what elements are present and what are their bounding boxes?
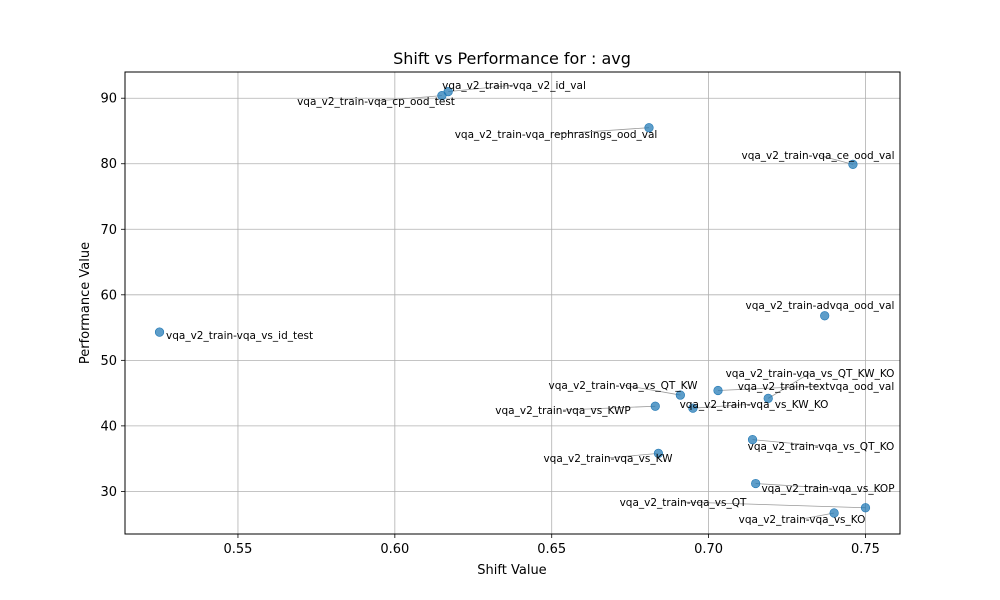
point-label: vqa_v2_train-vqa_vs_QT_KO (748, 441, 895, 453)
scatter-point (650, 401, 660, 411)
y-axis-label: Performance Value (78, 242, 93, 364)
scatter-points (154, 87, 871, 518)
point-label: vqa_v2_train-textvqa_ood_val (738, 381, 895, 393)
point-labels: vqa_v2_train-vqa_v2_id_val vqa_v2_train-v… (166, 80, 895, 526)
scatter-point (154, 327, 165, 337)
x-tick-label: 0.70 (694, 542, 723, 557)
scatter-point (675, 390, 685, 400)
x-axis-label: Shift Value (477, 563, 546, 578)
x-tick-label: 0.60 (380, 542, 409, 557)
point-label: vqa_v2_train-vqa_v2_id_val (442, 80, 586, 92)
point-label: vqa_v2_train-vqa_vs_id_test (166, 330, 313, 342)
grid-lines (125, 72, 900, 534)
y-tick-label: 90 (100, 92, 117, 107)
point-label: vqa_v2_train-vqa_vs_QT_KW_KO (726, 368, 895, 380)
scatter-point (848, 159, 858, 169)
leader-line (562, 405, 656, 411)
leader-line (752, 439, 822, 447)
leader-line (607, 452, 659, 459)
point-label: vqa_v2_train-vqa_vs_QT_KW (549, 380, 699, 392)
scatter-point (860, 503, 871, 513)
leader-line (817, 154, 854, 165)
y-tick-label: 70 (100, 223, 117, 238)
point-label: vqa_v2_train-vqa_vs_QT (620, 497, 747, 509)
leader-line (375, 95, 442, 102)
leader-line (682, 501, 866, 509)
point-label: vqa_v2_train-vqa_vs_KWP (495, 405, 630, 417)
point-label: vqa_v2_train-vqa_vs_KO (739, 514, 866, 526)
leader-line (717, 385, 817, 391)
leader-line (768, 372, 811, 399)
scatter-point (437, 90, 447, 101)
point-label: vqa_v2_train-vqa_ce_ood_val (741, 150, 894, 162)
x-tick-label: 0.75 (851, 542, 880, 557)
plot-frame (124, 71, 901, 535)
point-label: vqa_v2_train-vqa_rephrasings_ood_val (455, 129, 658, 141)
y-tick-label: 30 (100, 485, 117, 500)
point-label: vqa_v2_train-vqa_cp_ood_test (297, 96, 455, 108)
chart-title: Shift vs Performance for : avg (393, 49, 631, 68)
leader-line (692, 403, 755, 409)
leader-line (448, 84, 515, 93)
y-tick-label: 40 (100, 419, 117, 434)
leader-line (622, 384, 681, 396)
point-label: vqa_v2_train-vqa_vs_KW_KO (680, 399, 829, 411)
leader-lines (375, 84, 866, 520)
point-label: vqa_v2_train-advqa_ood_val (746, 300, 895, 312)
scatter-point (653, 448, 664, 458)
scatter-point (644, 123, 654, 133)
leader-line (555, 127, 650, 135)
point-label: vqa_v2_train-vqa_vs_KOP (761, 483, 894, 495)
scatter-point (820, 311, 830, 321)
leader-line (801, 512, 835, 520)
y-tick-label: 60 (100, 288, 117, 303)
scatter-point (688, 403, 698, 413)
axis-ticks: 0.55 0.60 0.65 0.70 0.75 30 40 50 60 70 80 90 (100, 92, 880, 557)
x-tick-label: 0.65 (537, 542, 566, 557)
y-tick-label: 50 (100, 354, 117, 369)
scatter-point (751, 478, 761, 489)
y-tick-label: 80 (100, 157, 117, 172)
x-tick-label: 0.55 (223, 542, 252, 557)
scatter-point (829, 508, 839, 518)
scatter-point (763, 393, 773, 403)
scatter-point (747, 435, 758, 445)
leader-line (755, 483, 829, 489)
scatter-point (713, 385, 723, 396)
point-label: vqa_v2_train-vqa_vs_KW (543, 453, 673, 465)
